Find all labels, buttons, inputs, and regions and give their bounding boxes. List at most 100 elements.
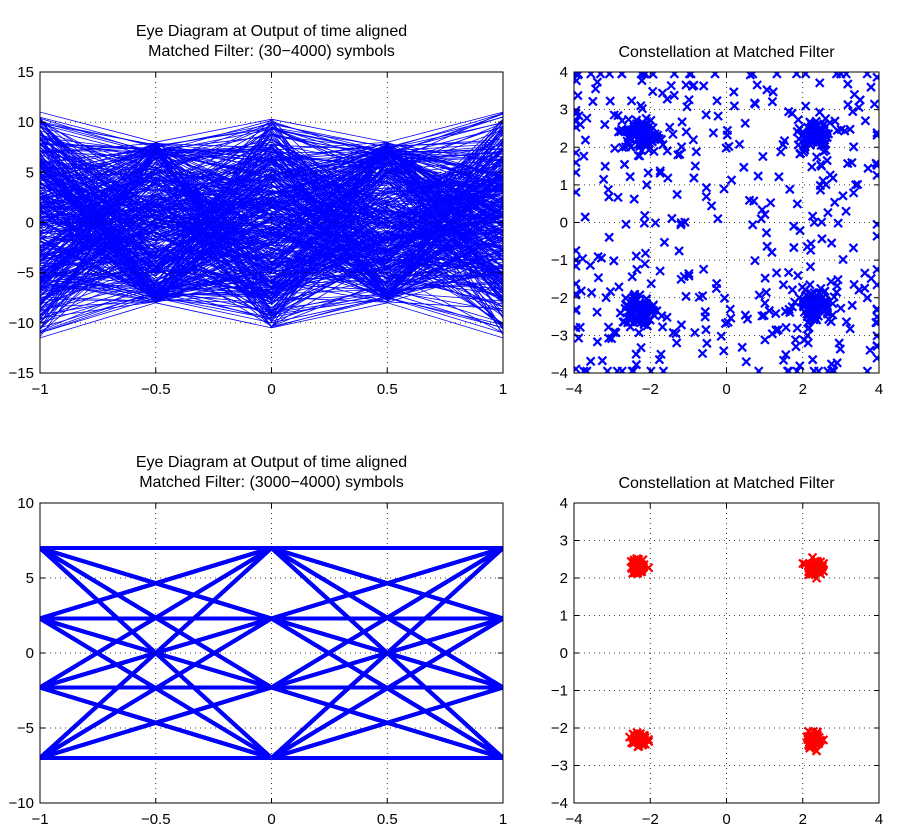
scatter-point	[793, 270, 803, 281]
eye-trace	[40, 149, 503, 329]
scatter-point	[668, 327, 679, 338]
scatter-point	[643, 736, 654, 747]
eye-trace	[40, 122, 503, 246]
y-tick-label: 5	[26, 164, 34, 181]
scatter-point	[757, 311, 767, 321]
scatter-point	[580, 135, 591, 145]
x-tick-label: 0	[722, 811, 730, 828]
eye-trace	[40, 121, 503, 153]
scatter-point	[729, 101, 740, 111]
scatter-point	[602, 366, 613, 373]
scatter-point	[609, 256, 619, 266]
scatter-point	[625, 322, 636, 332]
y-tick-label: 10	[17, 495, 34, 512]
scatter-point	[639, 218, 650, 228]
scatter-point	[637, 75, 647, 86]
scatter-point	[658, 366, 669, 373]
scatter-point	[829, 197, 840, 208]
scatter-point	[713, 111, 723, 121]
scatter-point	[802, 309, 812, 319]
scatter-point	[579, 151, 589, 161]
x-tick-label: 1	[499, 811, 507, 828]
scatter-point	[781, 322, 791, 333]
scatter-point	[614, 282, 624, 292]
scatter-point	[771, 268, 782, 278]
scatter-point	[613, 192, 623, 203]
scatter-point	[669, 90, 679, 101]
scatter-point	[625, 171, 635, 182]
scatter-point	[600, 119, 610, 130]
eye-trace	[40, 151, 503, 302]
scatter-point	[739, 162, 749, 173]
scatter-point	[627, 366, 637, 373]
scatter-point	[843, 99, 853, 110]
scatter-point	[807, 354, 818, 365]
scatter-point	[606, 333, 617, 344]
y-tick-label: 0	[560, 215, 568, 232]
scatter-point	[582, 366, 592, 373]
scatter-point	[809, 366, 819, 373]
scatter-point	[605, 96, 615, 106]
scatter-point	[828, 365, 838, 373]
scatter-point	[757, 205, 767, 215]
scatter-point	[852, 179, 863, 190]
scatter-point	[711, 283, 722, 294]
scatter-point	[702, 338, 712, 349]
scatter-point	[636, 342, 646, 353]
chart-title: Constellation at Matched Filter	[618, 475, 835, 492]
data-layer	[574, 72, 879, 373]
scatter-point	[701, 324, 711, 335]
eye-trace	[40, 173, 503, 313]
scatter-point	[839, 126, 850, 136]
scatter-point	[617, 366, 627, 373]
scatter-point	[633, 565, 643, 575]
scatter-point	[713, 213, 723, 224]
y-tick-label: 0	[26, 215, 34, 232]
scatter-point	[613, 127, 624, 137]
scatter-point	[597, 355, 608, 366]
scatter-point	[681, 127, 692, 137]
scatter-point	[829, 292, 839, 302]
scatter-point	[863, 163, 873, 174]
scatter-point	[841, 317, 852, 327]
scatter-point	[740, 118, 751, 129]
scatter-point	[679, 271, 689, 282]
scatter-point	[634, 327, 644, 338]
scatter-point	[574, 187, 581, 198]
scatter-point	[778, 280, 789, 290]
y-tick-label: 10	[17, 114, 34, 131]
x-tick-label: −0.5	[141, 811, 171, 828]
scatter-point	[662, 146, 673, 156]
scatter-point	[574, 289, 581, 299]
scatter-point	[872, 170, 879, 181]
chart-1: −1 −0.5 0 0.5 1 −15 −10 −5 0 5 10 15 Eye Diagram at …	[9, 23, 508, 398]
scatter-point	[791, 341, 801, 352]
scatter-point	[872, 130, 879, 140]
scatter-point	[774, 172, 784, 182]
eye-trace	[40, 148, 503, 287]
scatter-point	[784, 304, 794, 315]
scatter-point	[756, 214, 766, 224]
scatter-point	[802, 241, 813, 252]
scatter-point	[600, 161, 610, 172]
eye-trace	[40, 187, 503, 293]
scatter-point	[848, 243, 859, 253]
scatter-point	[593, 272, 604, 283]
scatter-point	[872, 231, 879, 241]
scatter-point	[820, 113, 831, 124]
scatter-point	[590, 84, 601, 94]
scatter-point	[798, 147, 809, 157]
y-tick-label: −3	[551, 758, 568, 775]
eye-trace	[40, 141, 503, 300]
scatter-point	[826, 316, 836, 327]
scatter-point	[848, 142, 859, 152]
scatter-point	[783, 267, 794, 278]
y-tick-label: 3	[560, 533, 568, 550]
scatter-point	[690, 161, 701, 171]
x-tick-label: 2	[799, 381, 807, 398]
scatter-point	[689, 80, 699, 91]
x-tick-label: −2	[642, 811, 659, 828]
scatter-point	[843, 79, 853, 89]
chart-title-line: Eye Diagram at Output of time aligned	[136, 23, 407, 40]
